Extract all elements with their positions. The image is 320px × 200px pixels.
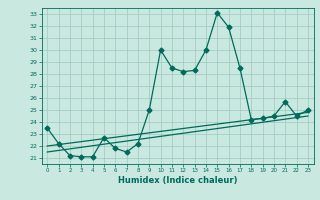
X-axis label: Humidex (Indice chaleur): Humidex (Indice chaleur): [118, 176, 237, 185]
